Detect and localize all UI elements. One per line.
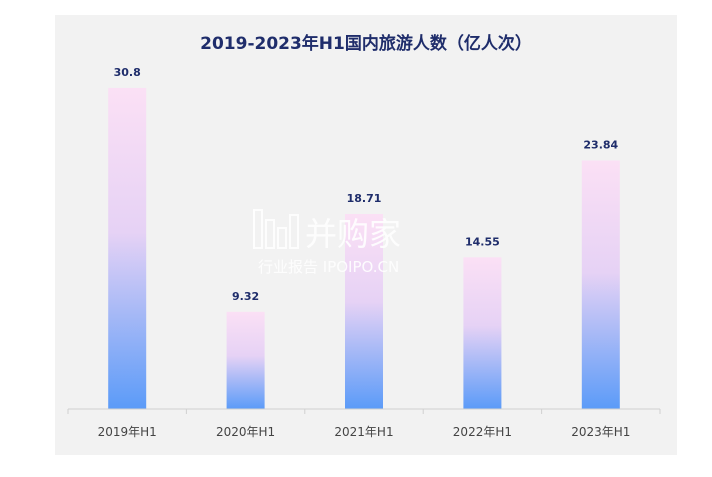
data-label: 14.55 <box>465 235 500 248</box>
data-label: 23.84 <box>583 138 618 151</box>
chart-svg: 2019-2023年H1国内旅游人数（亿人次） 30.8 9.32 18.71 14.… <box>67 33 661 439</box>
watermark-sub: 行业报告 IPOIPO.CN <box>258 258 399 276</box>
x-axis-ticks <box>67 409 661 414</box>
bar-2021年H1 <box>345 213 383 409</box>
data-label: 9.32 <box>232 290 259 303</box>
bars-layer: 30.8 9.32 18.71 14.55 23.84 <box>108 66 620 409</box>
bar-2023年H1 <box>581 160 620 409</box>
bar-2022年H1 <box>463 257 502 409</box>
chart-title: 2019-2023年H1国内旅游人数（亿人次） <box>200 33 532 54</box>
x-tick-label: 2023年H1 <box>571 425 630 439</box>
x-tick-label: 2019年H1 <box>98 425 157 439</box>
bar-2019年H1 <box>108 87 147 409</box>
data-label: 18.71 <box>347 192 382 205</box>
x-axis-labels: 2019年H1 2020年H1 2021年H1 2022年H1 2023年H1 <box>98 425 631 439</box>
data-label: 30.8 <box>114 66 141 79</box>
x-tick-label: 2020年H1 <box>216 425 275 439</box>
x-tick-label: 2022年H1 <box>453 425 512 439</box>
watermark: 并购家 行业报告 IPOIPO.CN <box>253 209 401 276</box>
watermark-brand: 并购家 <box>305 215 401 253</box>
bar-2020年H1 <box>226 311 265 409</box>
x-tick-label: 2021年H1 <box>334 425 393 439</box>
bar-chart-icon <box>253 209 299 249</box>
chart-panel: 2019-2023年H1国内旅游人数（亿人次） 30.8 9.32 18.71 14.… <box>55 15 677 455</box>
